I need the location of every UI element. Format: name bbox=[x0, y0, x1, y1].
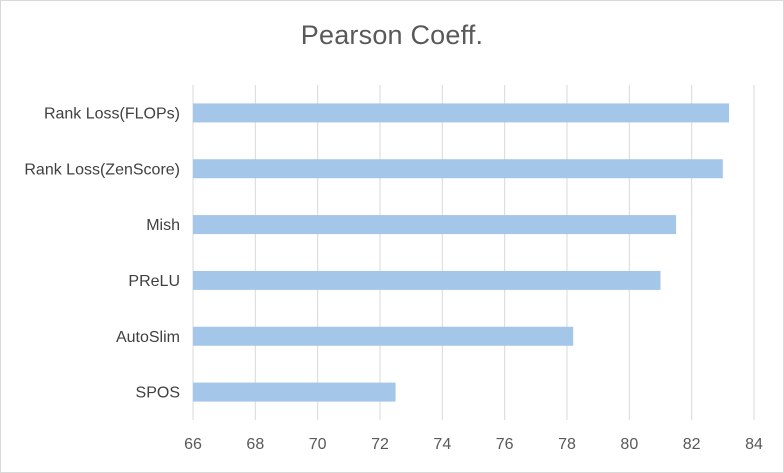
category-labels: Rank Loss(FLOPs) Rank Loss(ZenScore) Mish P… bbox=[24, 105, 180, 401]
x-tick-label: 74 bbox=[433, 436, 451, 453]
bar bbox=[193, 270, 661, 290]
category-label: Rank Loss(FLOPs) bbox=[44, 105, 180, 122]
x-tick-label: 78 bbox=[558, 436, 576, 453]
category-label: SPOS bbox=[136, 385, 180, 402]
bar bbox=[193, 382, 396, 402]
x-tick-label: 80 bbox=[620, 436, 638, 453]
x-tick-label: 84 bbox=[745, 436, 763, 453]
category-label: Rank Loss(ZenScore) bbox=[24, 161, 180, 178]
x-tick-label: 76 bbox=[496, 436, 514, 453]
x-tick-label: 70 bbox=[309, 436, 327, 453]
bar bbox=[193, 326, 574, 346]
x-tick-label: 68 bbox=[246, 436, 264, 453]
bar bbox=[193, 215, 677, 235]
x-tick-label: 66 bbox=[184, 436, 202, 453]
category-label: AutoSlim bbox=[116, 329, 180, 346]
gridlines bbox=[192, 85, 755, 420]
x-tick-labels: 66 68 70 72 74 76 78 80 82 84 bbox=[184, 436, 763, 453]
chart-title: Pearson Coeff. bbox=[300, 20, 484, 50]
bar bbox=[193, 103, 730, 123]
bars bbox=[193, 103, 730, 402]
x-tick-label: 72 bbox=[371, 436, 389, 453]
bar bbox=[193, 159, 723, 179]
category-label: PReLU bbox=[128, 273, 180, 290]
category-label: Mish bbox=[146, 217, 180, 234]
x-tick-label: 82 bbox=[683, 436, 701, 453]
